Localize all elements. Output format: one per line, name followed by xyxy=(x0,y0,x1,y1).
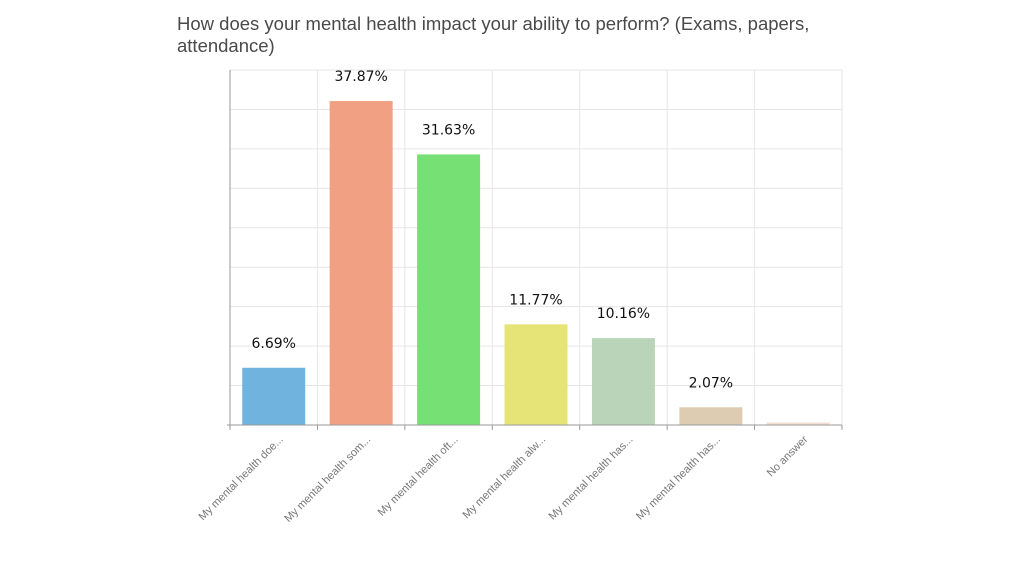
bar-7 xyxy=(766,422,830,425)
bar-1 xyxy=(242,367,306,425)
x-tick-label-7: No answer xyxy=(765,433,811,479)
bars xyxy=(242,101,830,425)
data-label-2: 37.87% xyxy=(334,69,387,85)
bar-5 xyxy=(591,338,655,425)
data-label-4: 11.77% xyxy=(509,292,562,308)
x-tick-label-4: My mental health alw... xyxy=(461,434,549,522)
bar-6 xyxy=(679,407,743,425)
data-label-1: 6.69% xyxy=(251,336,295,352)
x-tick-label-6: My mental health has... xyxy=(634,434,723,523)
x-tick-label-3: My mental health oft... xyxy=(376,434,461,519)
data-labels: 6.69% 37.87% 31.63% 11.77% 10.16% 2.07% xyxy=(251,69,733,391)
data-label-5: 10.16% xyxy=(597,306,650,322)
bar-4 xyxy=(504,324,568,425)
x-tick-label-5: My mental health has... xyxy=(547,434,636,523)
x-tick-label-1: My mental health doe... xyxy=(196,434,285,523)
data-label-3: 31.63% xyxy=(422,122,475,138)
chart-title: How does your mental health impact your … xyxy=(177,13,810,56)
data-label-6: 2.07% xyxy=(689,375,733,391)
x-tick-label-2: My mental health som... xyxy=(282,434,373,525)
category-tick-labels: My mental health doe...My mental health … xyxy=(196,433,810,524)
bar-3 xyxy=(417,154,481,425)
bar-2 xyxy=(329,101,393,425)
axes xyxy=(227,70,843,430)
